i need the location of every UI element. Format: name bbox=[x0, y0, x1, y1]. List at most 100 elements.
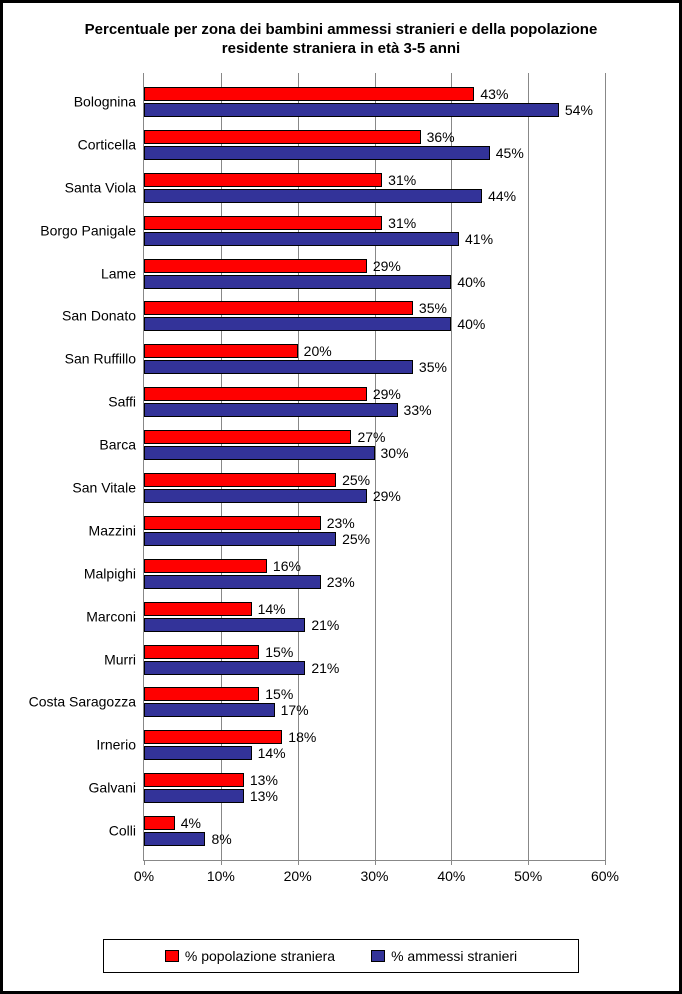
bar-label-amm: 33% bbox=[404, 402, 432, 418]
category-label: Murri bbox=[26, 652, 144, 667]
plot-area: 0%10%20%30%40%50%60%Bolognina43%54%Corti… bbox=[143, 73, 605, 861]
bar-label-amm: 8% bbox=[211, 831, 231, 847]
bar-label-amm: 40% bbox=[457, 274, 485, 290]
bar-amm bbox=[144, 360, 413, 374]
bar-label-pop: 15% bbox=[265, 686, 293, 702]
bar-pop bbox=[144, 516, 321, 530]
category-label: Colli bbox=[26, 823, 144, 838]
x-tick-label: 50% bbox=[514, 868, 542, 884]
chart-title: Percentuale per zona dei bambini ammessi… bbox=[61, 21, 621, 59]
bar-label-amm: 29% bbox=[373, 488, 401, 504]
bar-label-amm: 13% bbox=[250, 788, 278, 804]
bar-amm bbox=[144, 746, 252, 760]
bar-pop bbox=[144, 816, 175, 830]
x-tick-label: 10% bbox=[207, 868, 235, 884]
bar-label-pop: 16% bbox=[273, 558, 301, 574]
category-label: Santa Viola bbox=[26, 180, 144, 195]
category-label: Irnerio bbox=[26, 738, 144, 753]
bar-pop bbox=[144, 687, 259, 701]
bar-label-pop: 25% bbox=[342, 472, 370, 488]
bar-label-amm: 35% bbox=[419, 359, 447, 375]
category-label: Mazzini bbox=[26, 523, 144, 538]
bar-label-pop: 18% bbox=[288, 729, 316, 745]
bar-label-pop: 27% bbox=[357, 429, 385, 445]
bar-label-amm: 30% bbox=[381, 445, 409, 461]
plot-wrapper: 0%10%20%30%40%50%60%Bolognina43%54%Corti… bbox=[23, 73, 659, 893]
bar-label-pop: 4% bbox=[181, 815, 201, 831]
bar-pop bbox=[144, 730, 282, 744]
bar-pop bbox=[144, 87, 474, 101]
category-label: Galvani bbox=[26, 780, 144, 795]
bar-pop bbox=[144, 773, 244, 787]
bar-pop bbox=[144, 216, 382, 230]
bar-pop bbox=[144, 602, 252, 616]
bar-label-pop: 29% bbox=[373, 258, 401, 274]
legend-label-pop: % popolazione straniera bbox=[185, 948, 335, 964]
category-label: Corticella bbox=[26, 137, 144, 152]
bar-amm bbox=[144, 661, 305, 675]
bar-label-amm: 25% bbox=[342, 531, 370, 547]
category-label: Barca bbox=[26, 437, 144, 452]
category-label: Malpighi bbox=[26, 566, 144, 581]
x-tick-label: 40% bbox=[437, 868, 465, 884]
bar-pop bbox=[144, 259, 367, 273]
category-label: San Donato bbox=[26, 309, 144, 324]
x-axis-tick bbox=[298, 860, 299, 865]
bar-amm bbox=[144, 832, 205, 846]
legend-swatch-amm bbox=[371, 950, 385, 962]
bar-pop bbox=[144, 344, 298, 358]
bar-label-pop: 20% bbox=[304, 343, 332, 359]
bar-pop bbox=[144, 559, 267, 573]
bar-label-amm: 21% bbox=[311, 617, 339, 633]
gridline bbox=[605, 73, 606, 860]
bar-label-pop: 29% bbox=[373, 386, 401, 402]
x-tick-label: 0% bbox=[134, 868, 154, 884]
category-label: Lame bbox=[26, 266, 144, 281]
bar-label-pop: 43% bbox=[480, 86, 508, 102]
bar-label-amm: 45% bbox=[496, 145, 524, 161]
bar-amm bbox=[144, 103, 559, 117]
bar-amm bbox=[144, 275, 451, 289]
legend-label-amm: % ammessi stranieri bbox=[391, 948, 517, 964]
x-tick-label: 20% bbox=[284, 868, 312, 884]
legend-item-pop: % popolazione straniera bbox=[165, 948, 335, 964]
bar-pop bbox=[144, 130, 421, 144]
bar-label-pop: 14% bbox=[258, 601, 286, 617]
bar-amm bbox=[144, 189, 482, 203]
bar-amm bbox=[144, 232, 459, 246]
bar-amm bbox=[144, 317, 451, 331]
bar-label-pop: 31% bbox=[388, 172, 416, 188]
x-axis-tick bbox=[528, 860, 529, 865]
bar-label-pop: 35% bbox=[419, 300, 447, 316]
x-axis-tick bbox=[144, 860, 145, 865]
category-label: Bolognina bbox=[26, 94, 144, 109]
x-axis-tick bbox=[375, 860, 376, 865]
legend-swatch-pop bbox=[165, 950, 179, 962]
x-axis-tick bbox=[451, 860, 452, 865]
bar-label-amm: 14% bbox=[258, 745, 286, 761]
category-label: San Ruffillo bbox=[26, 352, 144, 367]
bar-amm bbox=[144, 146, 490, 160]
bar-amm bbox=[144, 703, 275, 717]
bar-amm bbox=[144, 446, 375, 460]
bar-label-amm: 23% bbox=[327, 574, 355, 590]
gridline bbox=[528, 73, 529, 860]
x-tick-label: 60% bbox=[591, 868, 619, 884]
bar-amm bbox=[144, 489, 367, 503]
bar-label-pop: 31% bbox=[388, 215, 416, 231]
category-label: Marconi bbox=[26, 609, 144, 624]
x-axis-tick bbox=[221, 860, 222, 865]
bar-amm bbox=[144, 618, 305, 632]
category-label: Borgo Panigale bbox=[26, 223, 144, 238]
x-tick-label: 30% bbox=[360, 868, 388, 884]
bar-label-pop: 23% bbox=[327, 515, 355, 531]
bar-pop bbox=[144, 473, 336, 487]
bar-label-pop: 13% bbox=[250, 772, 278, 788]
chart-frame: Percentuale per zona dei bambini ammessi… bbox=[0, 0, 682, 994]
bar-pop bbox=[144, 301, 413, 315]
bar-label-pop: 36% bbox=[427, 129, 455, 145]
bar-pop bbox=[144, 387, 367, 401]
bar-amm bbox=[144, 789, 244, 803]
legend: % popolazione straniera % ammessi strani… bbox=[103, 939, 579, 973]
category-label: Costa Saragozza bbox=[26, 695, 144, 710]
